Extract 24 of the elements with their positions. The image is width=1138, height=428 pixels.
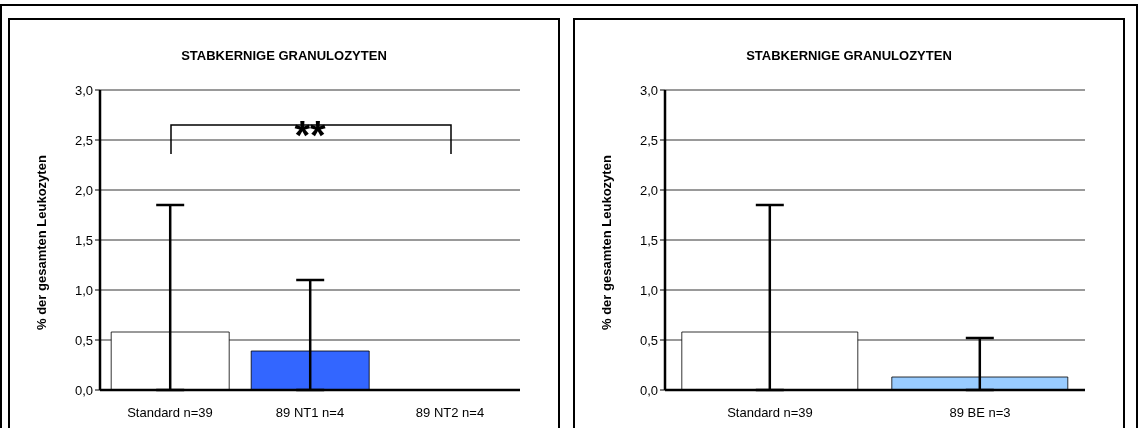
y-tick-label: 0,0 [639,382,658,398]
y-tick-label: 1,0 [639,282,658,298]
y-tick-label: 2,0 [639,182,658,198]
y-tick-label: 2,5 [639,132,658,148]
annotation: ** [293,113,327,157]
y-tick-label: 1,5 [639,232,658,248]
y-axis-title: % der gesamten Leukozyten [598,155,614,330]
y-tick-label: 0,5 [74,332,93,348]
y-tick-label: 0,5 [639,332,658,348]
y-tick-label: 3,0 [639,82,658,98]
chart-title: STABKERNIGE GRANULOZYTEN [745,48,953,63]
y-tick-label: 2,0 [74,182,93,198]
y-tick-label: 3,0 [74,82,93,98]
x-tick-label: Standard n=39 [727,405,813,421]
x-tick-label: 89 BE n=3 [949,405,1011,421]
y-tick-label: 1,0 [74,282,93,298]
x-tick-label: 89 NT1 n=4 [275,405,345,421]
y-tick-label: 1,5 [74,232,93,248]
x-tick-label: 89 NT2 n=4 [415,405,485,421]
y-axis-title: % der gesamten Leukozyten [33,155,49,330]
y-tick-label: 0,0 [74,382,93,398]
x-tick-label: Standard n=39 [127,405,213,421]
y-tick-label: 2,5 [74,132,93,148]
chart-title: STABKERNIGE GRANULOZYTEN [180,48,388,63]
